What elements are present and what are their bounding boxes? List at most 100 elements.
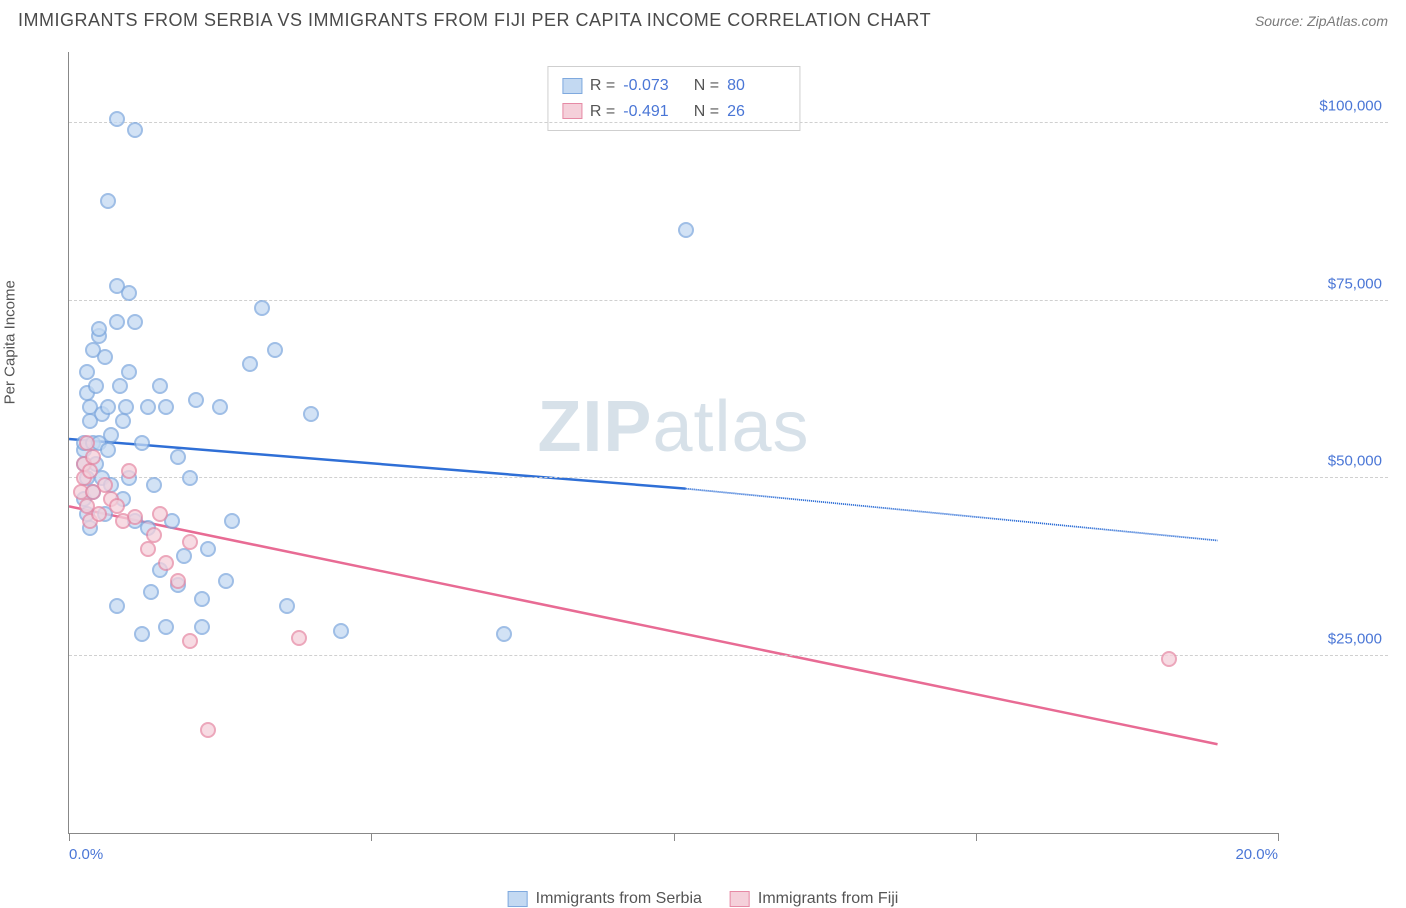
data-point bbox=[100, 193, 116, 209]
trend-line bbox=[69, 506, 1218, 744]
data-point bbox=[109, 598, 125, 614]
stat-n-value: 26 bbox=[727, 99, 785, 125]
source-attribution: Source: ZipAtlas.com bbox=[1255, 13, 1388, 29]
legend-label: Immigrants from Fiji bbox=[758, 890, 898, 908]
data-point bbox=[194, 591, 210, 607]
stat-r-label: R = bbox=[590, 73, 615, 99]
data-point bbox=[88, 378, 104, 394]
data-point bbox=[158, 555, 174, 571]
data-point bbox=[127, 314, 143, 330]
legend-swatch bbox=[562, 103, 582, 119]
data-point bbox=[109, 314, 125, 330]
data-point bbox=[200, 541, 216, 557]
watermark: ZIPatlas bbox=[537, 386, 809, 468]
data-point bbox=[254, 300, 270, 316]
data-point bbox=[121, 463, 137, 479]
y-tick-label: $50,000 bbox=[1328, 453, 1382, 470]
data-point bbox=[218, 573, 234, 589]
data-point bbox=[158, 619, 174, 635]
data-point bbox=[91, 321, 107, 337]
data-point bbox=[176, 548, 192, 564]
y-axis-label: Per Capita Income bbox=[2, 280, 19, 404]
chart-container: Per Capita Income ZIPatlas R =-0.073 N =… bbox=[18, 42, 1388, 874]
stat-r-value: -0.491 bbox=[623, 99, 681, 125]
data-point bbox=[182, 534, 198, 550]
data-point bbox=[82, 463, 98, 479]
data-point bbox=[140, 399, 156, 415]
legend-item: Immigrants from Serbia bbox=[508, 890, 702, 908]
data-point bbox=[146, 527, 162, 543]
x-tick bbox=[674, 833, 675, 841]
data-point bbox=[170, 573, 186, 589]
data-point bbox=[152, 506, 168, 522]
x-tick-label: 20.0% bbox=[1235, 846, 1278, 863]
data-point bbox=[146, 477, 162, 493]
plot-area: ZIPatlas R =-0.073 N =80R =-0.491 N =26 … bbox=[68, 52, 1278, 834]
y-tick-label: $100,000 bbox=[1319, 98, 1382, 115]
legend-swatch bbox=[562, 78, 582, 94]
data-point bbox=[100, 442, 116, 458]
legend-item: Immigrants from Fiji bbox=[730, 890, 898, 908]
data-point bbox=[182, 633, 198, 649]
stat-r-label: R = bbox=[590, 99, 615, 125]
legend: Immigrants from Serbia Immigrants from Fi… bbox=[508, 890, 899, 908]
stats-row: R = -0.491 N = 26 bbox=[562, 99, 785, 125]
data-point bbox=[224, 513, 240, 529]
data-point bbox=[678, 222, 694, 238]
gridline bbox=[69, 122, 1388, 123]
data-point bbox=[182, 470, 198, 486]
data-point bbox=[496, 626, 512, 642]
data-point bbox=[103, 427, 119, 443]
data-point bbox=[158, 399, 174, 415]
data-point bbox=[152, 378, 168, 394]
data-point bbox=[127, 122, 143, 138]
data-point bbox=[188, 392, 204, 408]
legend-label: Immigrants from Serbia bbox=[536, 890, 702, 908]
stat-n-label: N = bbox=[689, 99, 719, 125]
y-tick-label: $75,000 bbox=[1328, 275, 1382, 292]
data-point bbox=[333, 623, 349, 639]
data-point bbox=[91, 506, 107, 522]
data-point bbox=[303, 406, 319, 422]
trend-line-extrapolated bbox=[686, 489, 1218, 541]
data-point bbox=[97, 349, 113, 365]
chart-title: IMMIGRANTS FROM SERBIA VS IMMIGRANTS FRO… bbox=[18, 10, 931, 31]
x-tick bbox=[1278, 833, 1279, 841]
data-point bbox=[291, 630, 307, 646]
data-point bbox=[242, 356, 258, 372]
stat-r-value: -0.073 bbox=[623, 73, 681, 99]
data-point bbox=[85, 449, 101, 465]
data-point bbox=[170, 449, 186, 465]
data-point bbox=[121, 364, 137, 380]
data-point bbox=[121, 285, 137, 301]
gridline bbox=[69, 477, 1388, 478]
data-point bbox=[134, 626, 150, 642]
stat-n-value: 80 bbox=[727, 73, 785, 99]
trend-line bbox=[69, 439, 686, 489]
data-point bbox=[212, 399, 228, 415]
data-point bbox=[134, 435, 150, 451]
data-point bbox=[127, 509, 143, 525]
data-point bbox=[267, 342, 283, 358]
x-tick-label: 0.0% bbox=[69, 846, 103, 863]
gridline bbox=[69, 655, 1388, 656]
stat-n-label: N = bbox=[689, 73, 719, 99]
data-point bbox=[194, 619, 210, 635]
y-tick-label: $25,000 bbox=[1328, 630, 1382, 647]
x-tick bbox=[69, 833, 70, 841]
data-point bbox=[118, 399, 134, 415]
data-point bbox=[279, 598, 295, 614]
x-tick bbox=[371, 833, 372, 841]
data-point bbox=[143, 584, 159, 600]
data-point bbox=[112, 378, 128, 394]
data-point bbox=[1161, 651, 1177, 667]
data-point bbox=[140, 541, 156, 557]
legend-swatch bbox=[730, 891, 750, 907]
data-point bbox=[100, 399, 116, 415]
data-point bbox=[115, 413, 131, 429]
legend-swatch bbox=[508, 891, 528, 907]
data-point bbox=[109, 111, 125, 127]
data-point bbox=[200, 722, 216, 738]
x-tick bbox=[976, 833, 977, 841]
stats-row: R = -0.073 N = 80 bbox=[562, 73, 785, 99]
